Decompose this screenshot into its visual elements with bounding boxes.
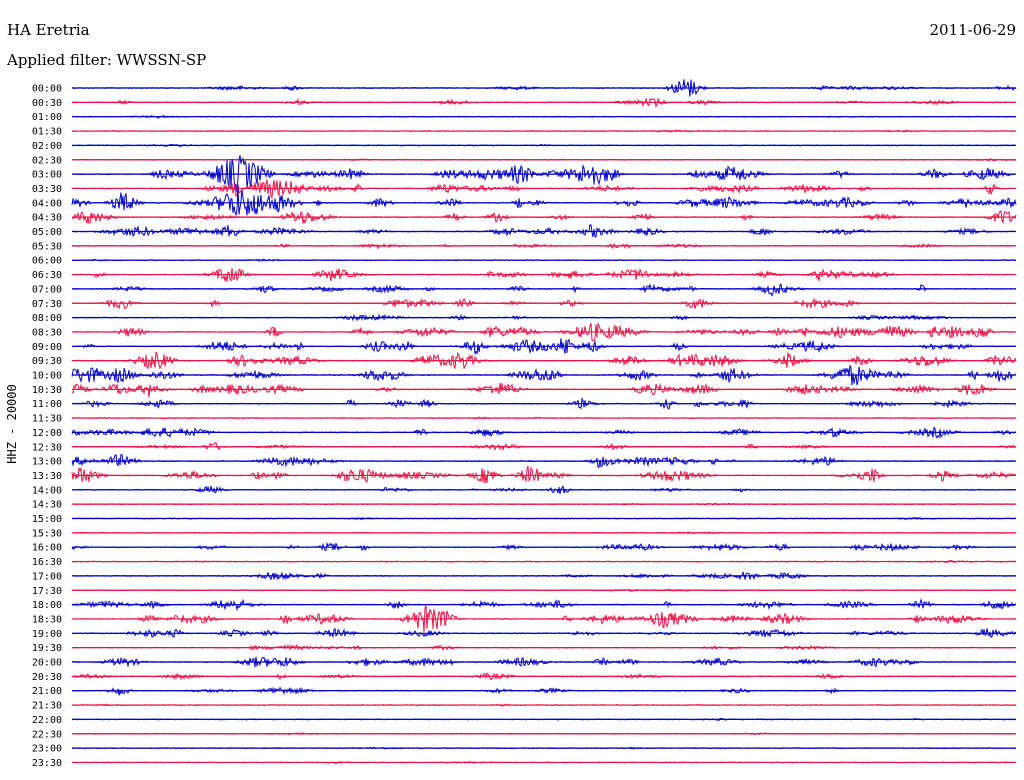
row-time-label: 10:30	[32, 385, 62, 396]
row-time-label: 22:00	[32, 715, 62, 726]
record-date: 2011-06-29	[929, 21, 1016, 39]
row-time-label: 00:00	[32, 84, 62, 95]
row-time-label: 06:00	[32, 256, 62, 267]
row-time-label: 10:00	[32, 371, 62, 382]
row-time-label: 07:00	[32, 284, 62, 295]
row-time-label: 15:00	[32, 514, 62, 525]
row-time-label: 20:00	[32, 658, 62, 669]
row-time-label: 06:30	[32, 270, 62, 281]
trace-row-1330	[71, 465, 1017, 484]
row-time-label: 09:30	[32, 356, 62, 367]
row-time-label: 21:00	[32, 686, 62, 697]
row-time-label: 07:30	[32, 299, 62, 310]
row-time-label: 12:00	[32, 428, 62, 439]
row-time-label: 15:30	[32, 528, 62, 539]
row-time-label: 03:30	[32, 184, 62, 195]
row-time-label: 08:00	[32, 313, 62, 324]
trace-row-1230	[71, 442, 1017, 452]
row-time-label: 04:30	[32, 213, 62, 224]
row-time-label: 02:30	[32, 155, 62, 166]
row-time-label: 18:00	[32, 600, 62, 611]
row-time-label: 01:30	[32, 127, 62, 138]
trace-row-0700	[71, 283, 1017, 297]
row-time-label: 21:30	[32, 701, 62, 712]
row-time-label: 02:00	[32, 141, 62, 152]
row-time-label: 11:30	[32, 414, 62, 425]
row-time-label: 23:30	[32, 758, 62, 769]
station-title: HA Eretria	[7, 21, 90, 39]
trace-row-1000	[71, 365, 1017, 386]
row-time-label: 09:00	[32, 342, 62, 353]
row-time-label: 08:30	[32, 327, 62, 338]
trace-row-0400	[71, 187, 1017, 217]
row-time-label: 05:30	[32, 241, 62, 252]
row-time-label: 19:00	[32, 629, 62, 640]
row-time-label: 00:30	[32, 98, 62, 109]
row-time-label: 22:30	[32, 729, 62, 740]
row-time-label: 23:00	[32, 744, 62, 755]
row-time-label: 16:00	[32, 543, 62, 554]
trace-row-1030	[71, 382, 1017, 398]
filter-label: Applied filter: WWSSN-SP	[7, 51, 207, 69]
trace-row-2100	[71, 686, 1017, 696]
row-time-label: 14:30	[32, 500, 62, 511]
row-time-label: 19:30	[32, 643, 62, 654]
row-time-label: 01:00	[32, 112, 62, 123]
row-time-label: 20:30	[32, 672, 62, 683]
row-time-label: 14:00	[32, 485, 62, 496]
row-time-label: 13:30	[32, 471, 62, 482]
trace-row-0500	[71, 224, 1017, 238]
row-time-label: 11:00	[32, 399, 62, 410]
row-time-label: 16:30	[32, 557, 62, 568]
row-time-label: 17:00	[32, 571, 62, 582]
trace-row-0730	[71, 297, 1017, 310]
row-time-label: 18:30	[32, 614, 62, 625]
row-time-label: 12:30	[32, 442, 62, 453]
row-time-label: 04:00	[32, 198, 62, 209]
row-time-label: 03:00	[32, 170, 62, 181]
row-time-label: 05:00	[32, 227, 62, 238]
row-time-label: 13:00	[32, 457, 62, 468]
row-time-label: 17:30	[32, 586, 62, 597]
